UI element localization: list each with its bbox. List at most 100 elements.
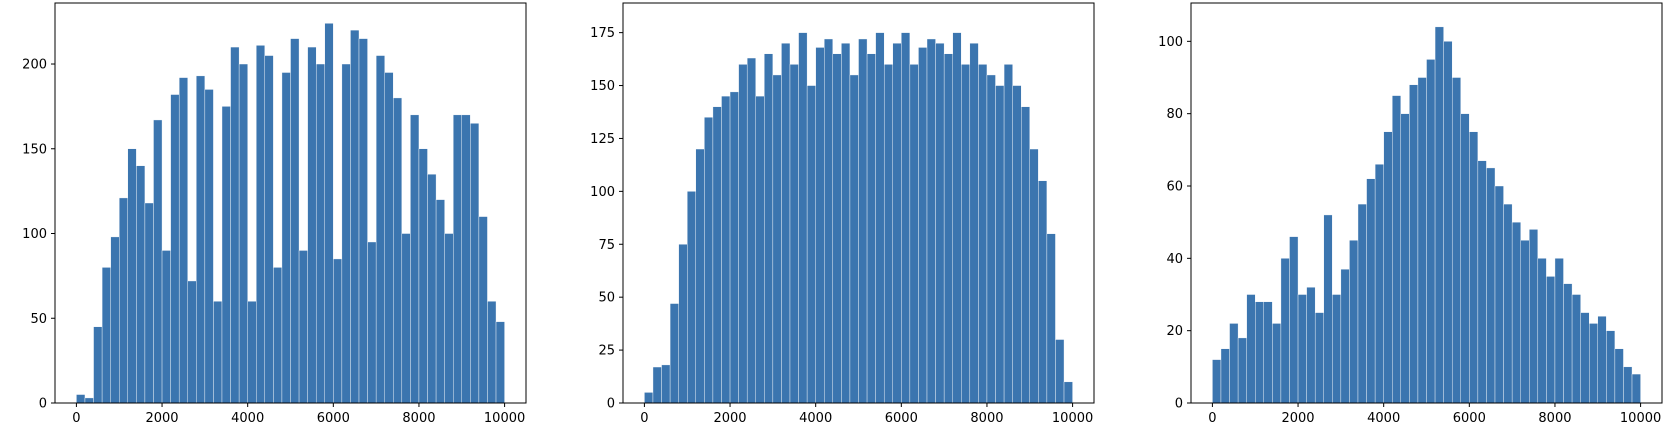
bar bbox=[470, 123, 480, 404]
bar bbox=[849, 74, 859, 404]
bar bbox=[170, 94, 180, 404]
bar bbox=[281, 72, 291, 404]
bar bbox=[127, 148, 137, 404]
y-tick-label: 150 bbox=[22, 142, 47, 157]
bar bbox=[832, 53, 842, 404]
bar bbox=[1434, 26, 1444, 404]
bar bbox=[119, 197, 128, 404]
bar bbox=[401, 233, 411, 404]
bar bbox=[1314, 312, 1324, 404]
bar bbox=[1529, 229, 1539, 404]
bar bbox=[435, 199, 445, 404]
x-tick-label: 4000 bbox=[799, 411, 832, 426]
bar bbox=[350, 29, 360, 404]
x-tick-label: 10000 bbox=[1052, 411, 1093, 426]
x-tick-label: 8000 bbox=[1538, 411, 1571, 426]
x-tick-label: 10000 bbox=[1620, 411, 1661, 426]
bar bbox=[1012, 85, 1022, 404]
bar bbox=[1503, 203, 1513, 404]
bar bbox=[926, 38, 936, 404]
y-tick-label: 100 bbox=[22, 227, 47, 242]
bar bbox=[1246, 294, 1256, 404]
bar bbox=[1623, 366, 1633, 404]
bar bbox=[918, 47, 928, 404]
y-tick-label: 0 bbox=[607, 397, 615, 412]
bar bbox=[883, 64, 893, 404]
bar bbox=[1212, 359, 1222, 404]
bar bbox=[755, 95, 765, 404]
y-tick-label: 25 bbox=[598, 344, 615, 359]
x-tick-label: 2000 bbox=[713, 411, 746, 426]
bar bbox=[1340, 268, 1350, 404]
bar bbox=[1374, 164, 1384, 404]
bar bbox=[290, 38, 300, 404]
bar bbox=[461, 114, 471, 404]
x-tick-label: 6000 bbox=[317, 411, 350, 426]
bar bbox=[93, 326, 103, 404]
bar bbox=[495, 321, 505, 404]
bar bbox=[995, 85, 1005, 404]
bar bbox=[238, 63, 248, 404]
bar bbox=[1563, 283, 1573, 404]
bar bbox=[943, 53, 953, 404]
bar bbox=[815, 47, 825, 404]
bar bbox=[1063, 381, 1073, 404]
bar bbox=[333, 258, 343, 404]
bar bbox=[324, 23, 334, 404]
bar bbox=[729, 91, 739, 404]
bar bbox=[652, 366, 662, 404]
bar bbox=[1614, 348, 1624, 404]
bar bbox=[427, 173, 437, 404]
bar bbox=[444, 233, 454, 404]
bar bbox=[1486, 167, 1496, 404]
bar bbox=[264, 55, 274, 404]
bar bbox=[901, 32, 911, 404]
bar bbox=[1289, 236, 1299, 404]
bar bbox=[1417, 77, 1427, 404]
bar bbox=[1357, 203, 1367, 404]
bar bbox=[909, 64, 919, 404]
y-tick-label: 20 bbox=[1166, 324, 1183, 339]
bar bbox=[110, 236, 120, 404]
x-tick-label: 2000 bbox=[145, 411, 178, 426]
bar bbox=[196, 75, 206, 404]
bar bbox=[1443, 41, 1453, 404]
bar bbox=[247, 301, 257, 404]
axes-frame bbox=[1190, 2, 1663, 404]
bar bbox=[789, 64, 799, 404]
x-tick-label: 0 bbox=[72, 411, 80, 426]
bar bbox=[1383, 131, 1393, 404]
bar bbox=[952, 32, 962, 404]
bar bbox=[1263, 301, 1273, 404]
bar bbox=[1494, 185, 1504, 404]
bar bbox=[1297, 294, 1307, 404]
bar bbox=[721, 95, 731, 404]
bar bbox=[1409, 84, 1419, 404]
bar bbox=[875, 32, 885, 404]
bar bbox=[76, 394, 86, 404]
bar bbox=[1229, 323, 1239, 404]
y-tick-label: 75 bbox=[598, 238, 615, 253]
bar bbox=[1029, 148, 1039, 404]
bar bbox=[478, 216, 488, 404]
bar bbox=[384, 72, 394, 404]
y-tick-label: 200 bbox=[22, 58, 47, 73]
bar bbox=[204, 89, 214, 404]
y-tick-label: 0 bbox=[39, 397, 47, 412]
y-tick-label: 0 bbox=[1175, 397, 1183, 412]
bar bbox=[1366, 178, 1376, 404]
bar bbox=[161, 250, 171, 404]
bar bbox=[393, 97, 403, 404]
bar bbox=[136, 165, 146, 404]
y-tick-label: 100 bbox=[590, 185, 615, 200]
bar bbox=[273, 267, 283, 404]
bar bbox=[669, 303, 679, 404]
bar bbox=[315, 63, 325, 404]
bar bbox=[1003, 64, 1013, 404]
x-tick-label: 8000 bbox=[402, 411, 435, 426]
y-tick-label: 40 bbox=[1166, 252, 1183, 267]
bar bbox=[487, 301, 497, 404]
bar bbox=[704, 117, 714, 404]
bar bbox=[1554, 258, 1564, 404]
